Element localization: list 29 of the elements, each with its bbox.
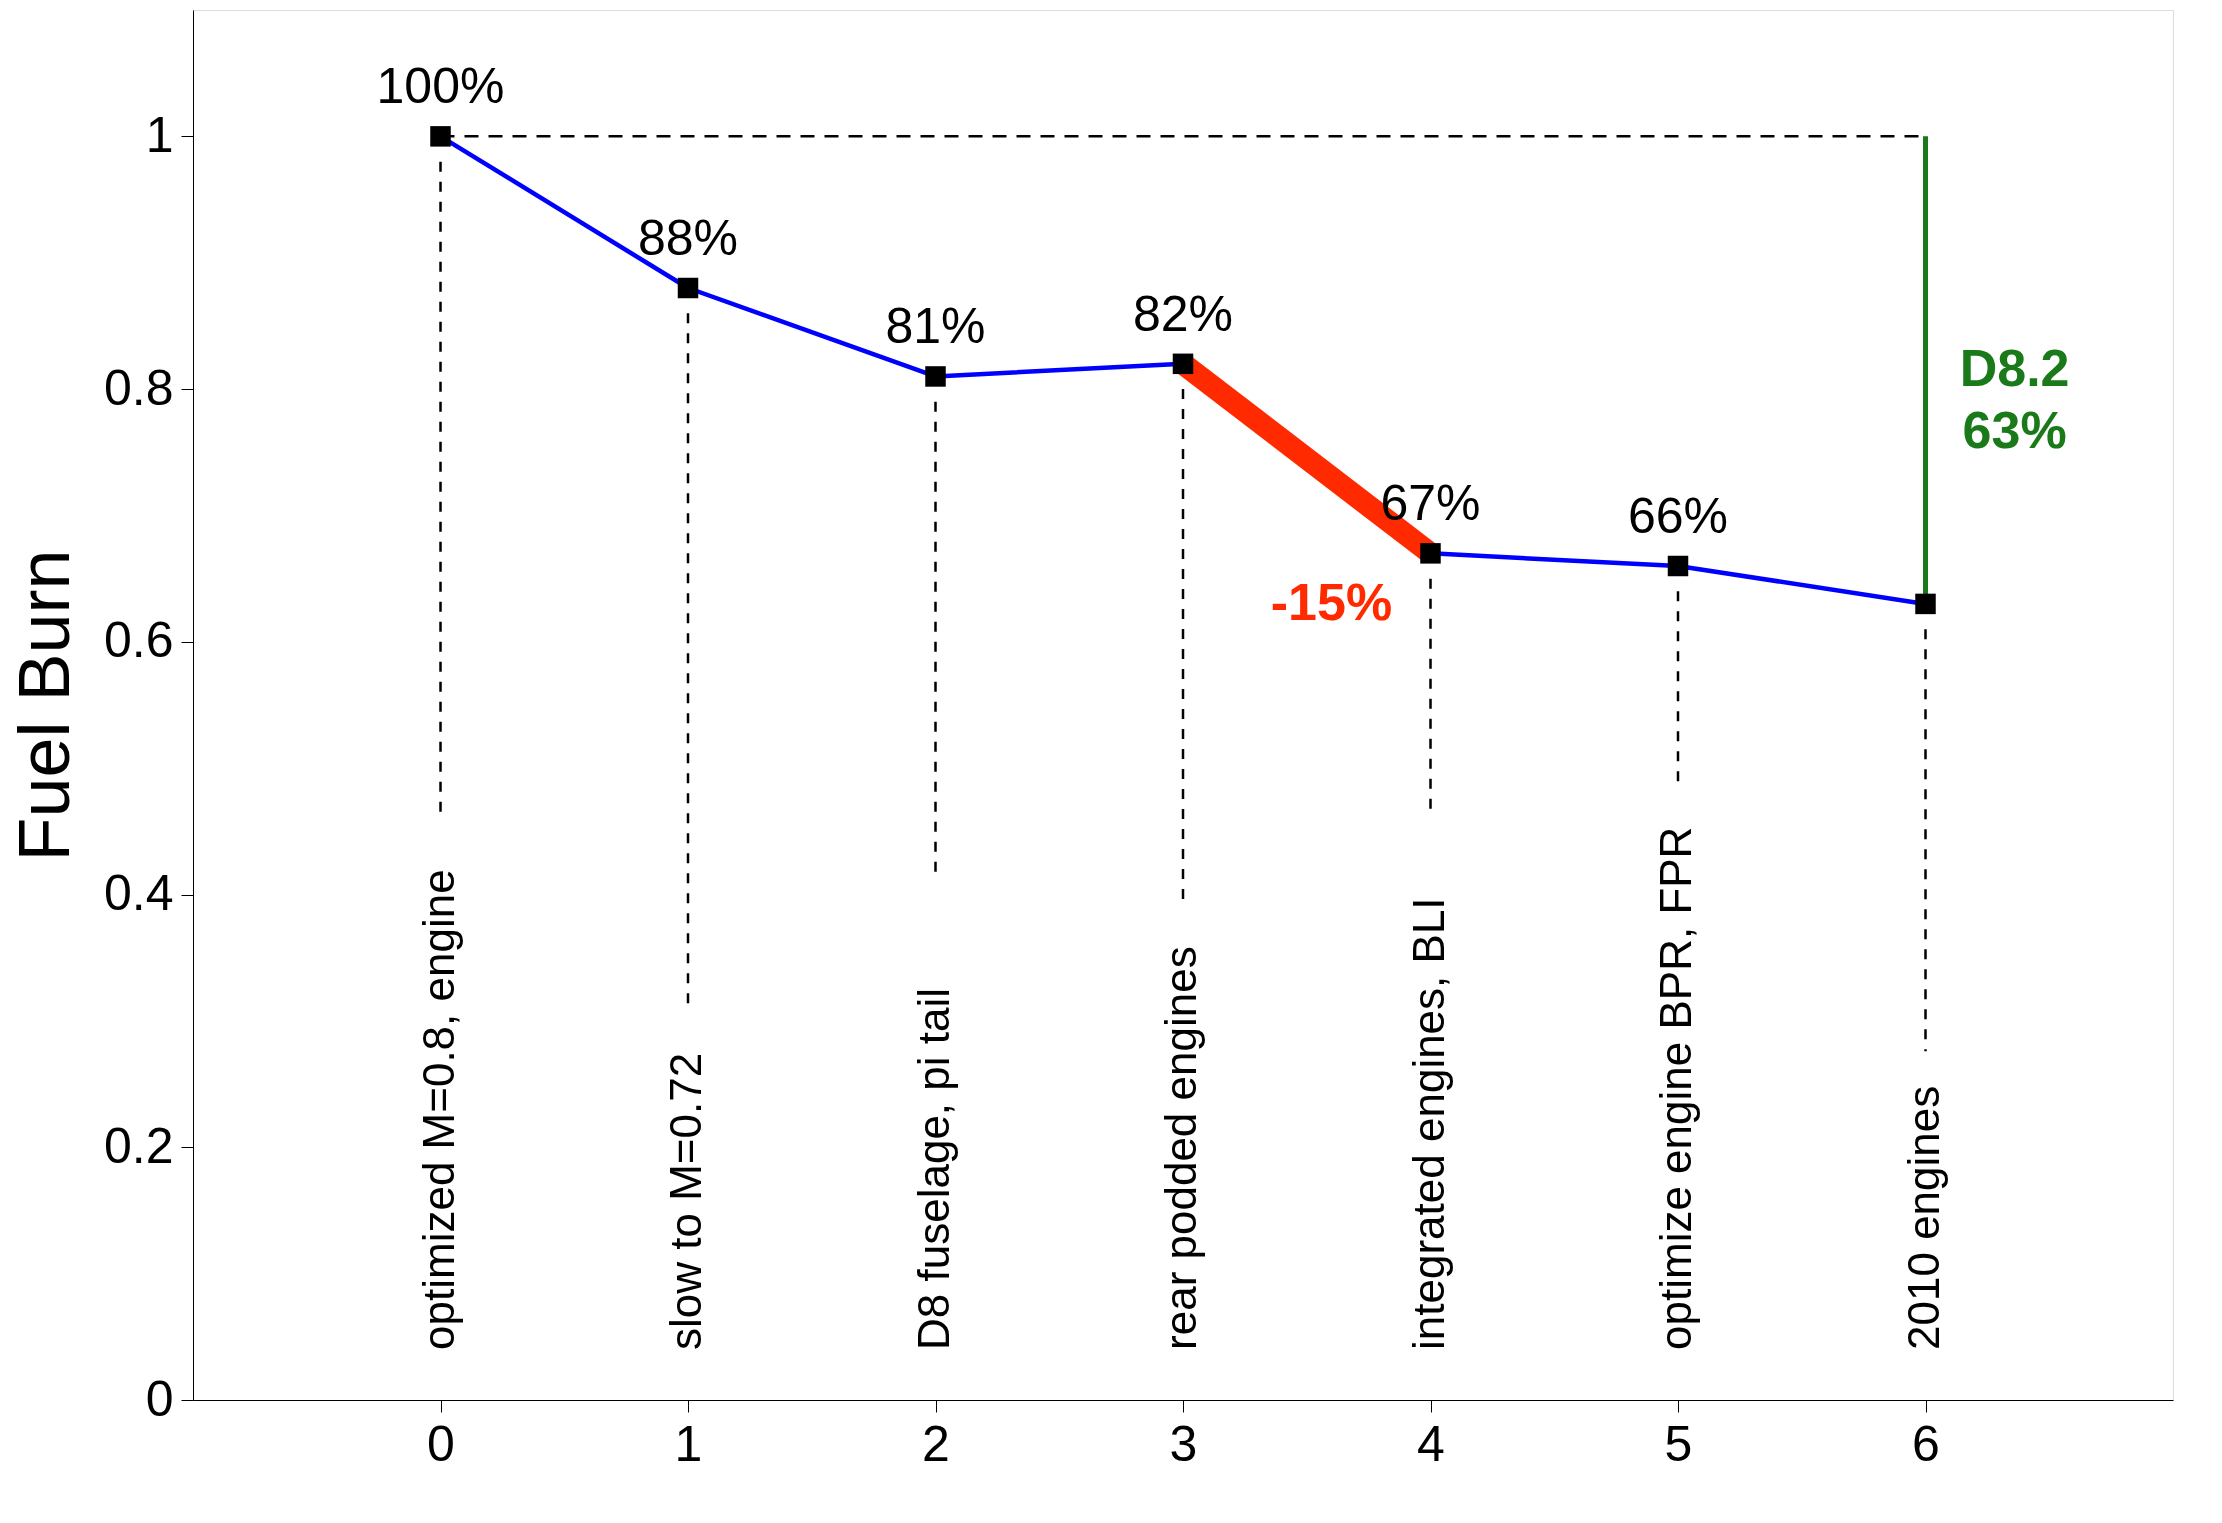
data-label: 66% xyxy=(1627,488,1729,544)
annotation: slow to M=0.72 xyxy=(661,1052,710,1350)
x-tick-label: 3 xyxy=(1169,1415,1198,1472)
data-label: 67% xyxy=(1380,475,1481,532)
y-tick-label: 0.4 xyxy=(103,865,174,922)
x-tick-label: 1 xyxy=(674,1415,703,1472)
y-tick-label: 1 xyxy=(145,106,174,163)
y-tick-label: 0 xyxy=(145,1370,174,1427)
annotation: D8 fuselage, pi tail xyxy=(908,987,958,1350)
y-tick-label: 0.2 xyxy=(103,1117,174,1174)
annotation: D8.2 63% xyxy=(1959,339,2070,460)
y-tick-label: 0.6 xyxy=(103,612,174,669)
x-tick-label: 4 xyxy=(1417,1415,1445,1472)
x-tick-label: 0 xyxy=(427,1415,455,1472)
data-label: 100% xyxy=(376,58,505,115)
x-tick-label: 6 xyxy=(1912,1415,1940,1472)
annotation: optimize engine BPR, FPR xyxy=(1651,826,1700,1350)
data-label: 88% xyxy=(637,210,739,266)
y-axis-title: Fuel Burn xyxy=(3,549,84,862)
x-tick-label: 5 xyxy=(1664,1415,1693,1472)
annotation: optimized M=0.8, engine xyxy=(413,869,463,1350)
y-tick-label: 0.8 xyxy=(103,359,174,416)
annotation: integrated engines, BLI xyxy=(1403,897,1453,1350)
annotation: -15% xyxy=(1270,572,1393,631)
x-tick-label: 2 xyxy=(922,1415,950,1472)
data-label: 81% xyxy=(885,298,986,355)
data-label: 82% xyxy=(1132,285,1234,342)
annotation: 2010 engines xyxy=(1898,1085,1948,1350)
annotation: rear podded engines xyxy=(1156,946,1205,1350)
